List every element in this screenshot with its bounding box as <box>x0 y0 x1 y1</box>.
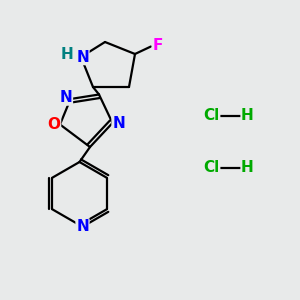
Text: Cl: Cl <box>203 160 220 175</box>
Text: O: O <box>47 117 61 132</box>
Text: N: N <box>112 116 125 130</box>
Text: N: N <box>76 219 89 234</box>
Text: H: H <box>241 160 254 175</box>
Text: Cl: Cl <box>203 108 220 123</box>
Text: F: F <box>152 38 163 52</box>
Text: N: N <box>60 90 72 105</box>
Text: N: N <box>76 50 89 64</box>
Text: H: H <box>61 46 74 62</box>
Text: H: H <box>241 108 254 123</box>
